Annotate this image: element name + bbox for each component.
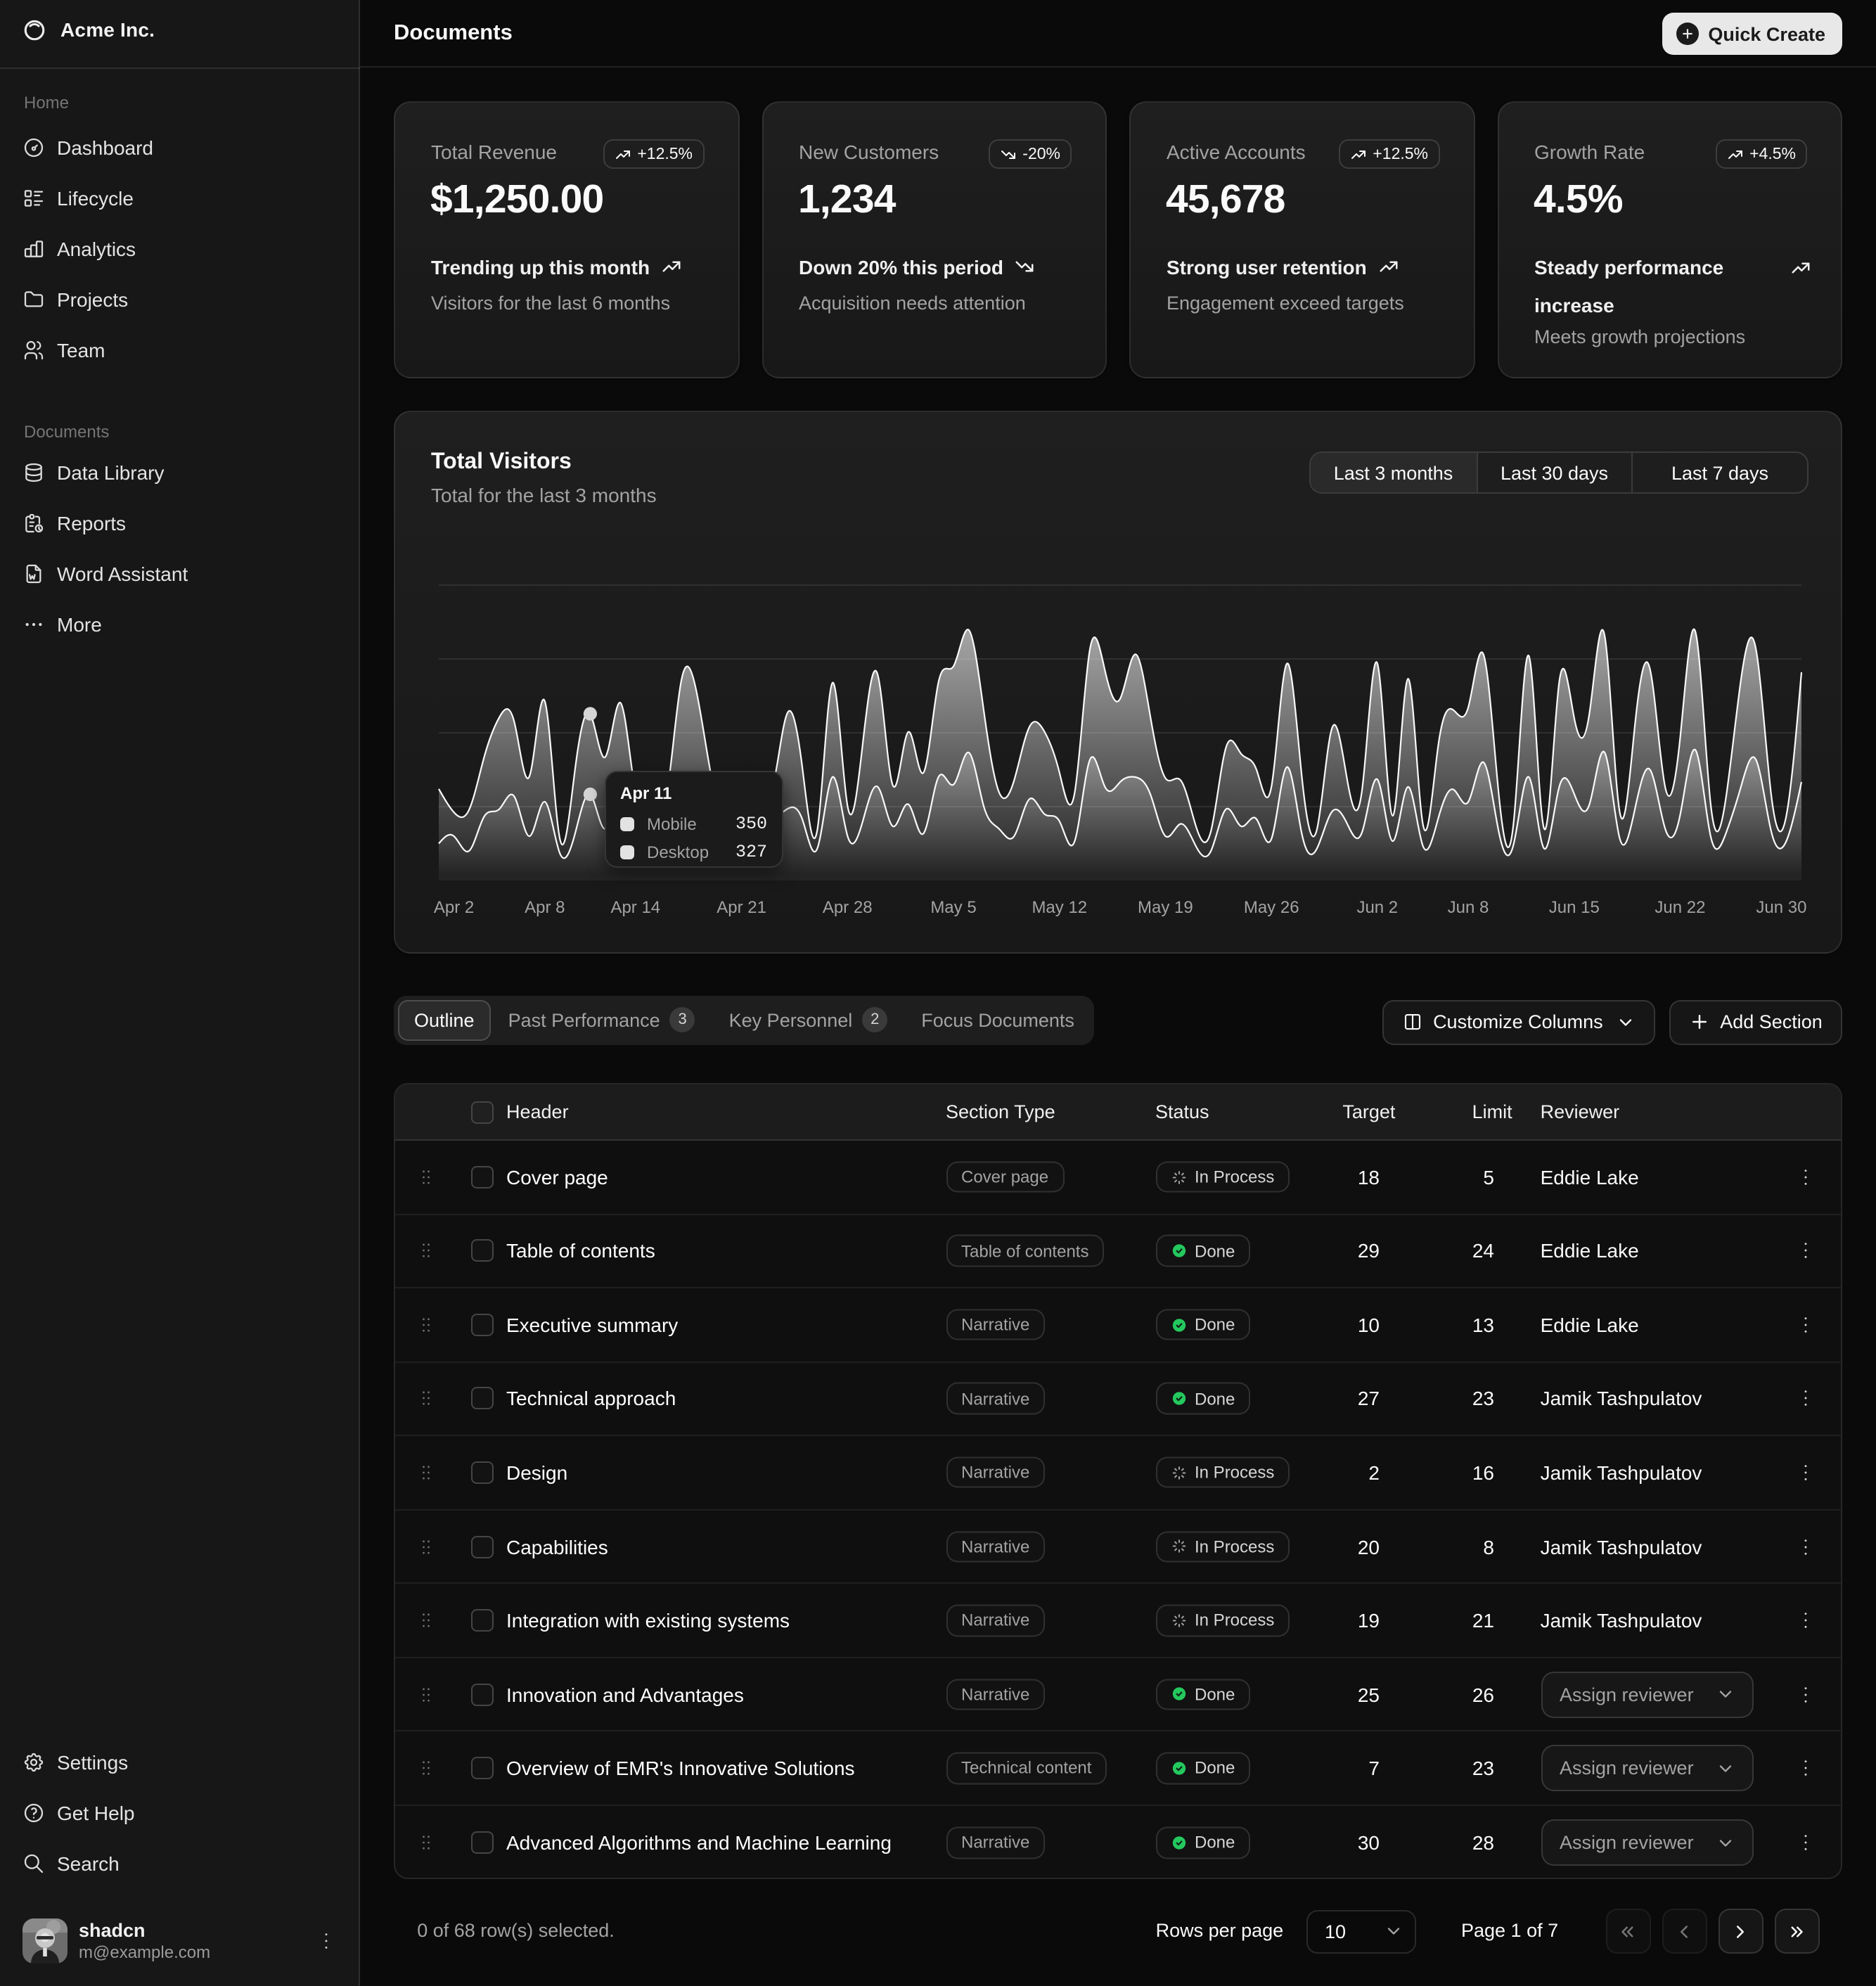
svg-text:Apr 2: Apr 2 xyxy=(434,898,474,917)
svg-text:May 5: May 5 xyxy=(930,898,976,917)
svg-text:Apr 14: Apr 14 xyxy=(610,898,660,917)
svg-text:Apr 21: Apr 21 xyxy=(717,898,766,917)
svg-text:Jun 30: Jun 30 xyxy=(1756,898,1806,917)
svg-text:May 12: May 12 xyxy=(1032,898,1087,917)
svg-text:May 26: May 26 xyxy=(1244,898,1299,917)
svg-text:Jun 15: Jun 15 xyxy=(1549,898,1600,917)
svg-text:Apr 8: Apr 8 xyxy=(525,898,565,917)
svg-text:Apr 28: Apr 28 xyxy=(823,898,873,917)
svg-text:Jun 2: Jun 2 xyxy=(1356,898,1398,917)
svg-text:Jun 8: Jun 8 xyxy=(1448,898,1489,917)
svg-text:May 19: May 19 xyxy=(1138,898,1193,917)
svg-text:Jun 22: Jun 22 xyxy=(1655,898,1705,917)
